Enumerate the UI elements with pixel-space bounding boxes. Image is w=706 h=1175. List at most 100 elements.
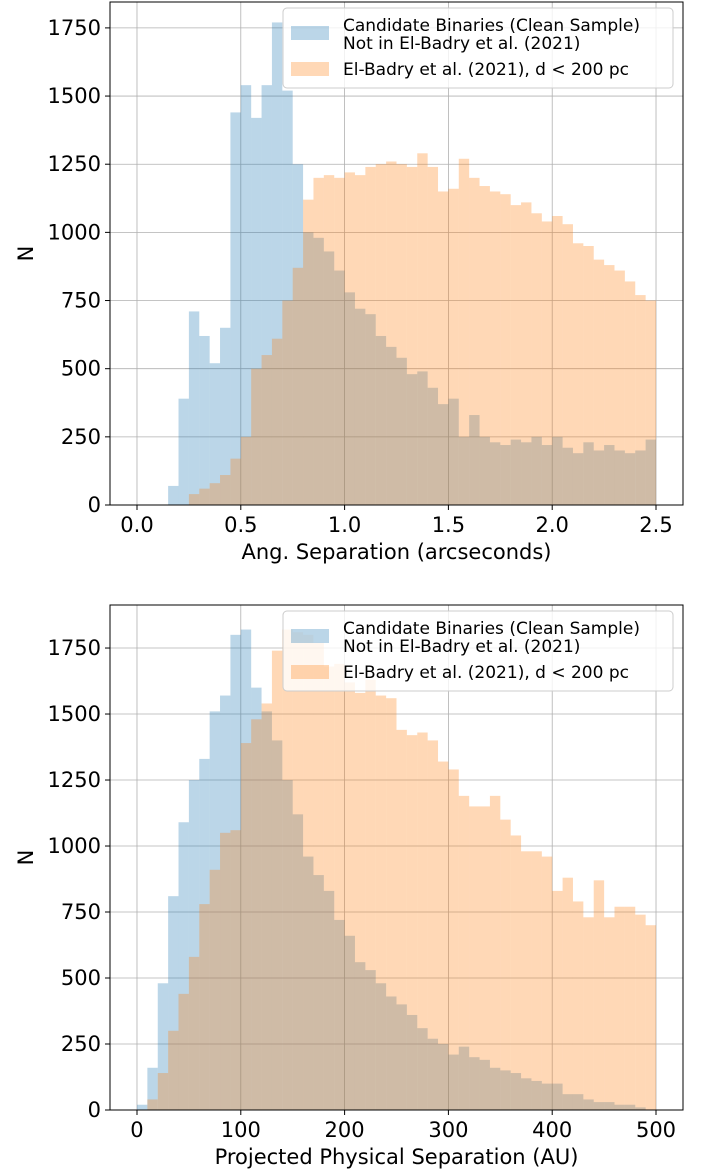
- histogram-bar: [406, 374, 418, 505]
- histogram-bar: [261, 711, 272, 1110]
- histogram-bar: [614, 270, 625, 505]
- histogram-bar: [344, 935, 355, 1110]
- legend-label: Candidate Binaries (Clean Sample) Not in …: [343, 619, 640, 657]
- y-tick-label: 0: [88, 493, 101, 517]
- histogram-bar: [375, 983, 387, 1110]
- histogram-bar: [635, 450, 646, 505]
- histogram-bar: [479, 436, 490, 505]
- y-axis-label: N: [14, 850, 38, 866]
- histogram-bar: [271, 22, 283, 506]
- y-tick-label: 500: [61, 357, 101, 381]
- histogram-bar: [583, 246, 594, 505]
- histogram-bar: [624, 906, 636, 1110]
- histogram-bar: [500, 1070, 511, 1110]
- histogram-bar: [220, 475, 231, 505]
- histogram-bar: [240, 436, 252, 505]
- x-tick-label: 100: [221, 1118, 261, 1142]
- histogram-bar: [572, 901, 584, 1110]
- histogram-bar: [199, 335, 210, 505]
- histogram-bar: [303, 199, 314, 505]
- histogram-bar: [541, 1083, 553, 1110]
- histogram-bar: [230, 634, 241, 1110]
- histogram-bar: [354, 308, 366, 505]
- x-tick-label: 300: [428, 1118, 468, 1142]
- histogram-bar: [604, 917, 615, 1110]
- histogram-bar: [645, 925, 657, 1110]
- histogram-bar: [417, 153, 428, 505]
- histogram-bar: [365, 679, 376, 1110]
- histogram-bar: [303, 232, 314, 505]
- histogram-bar: [458, 158, 470, 505]
- histogram-bar: [489, 442, 501, 505]
- histogram-bar: [510, 1073, 522, 1110]
- histogram-bar: [427, 1038, 439, 1110]
- histogram-bar: [427, 387, 439, 505]
- histogram-bar: [188, 311, 200, 505]
- histogram-bar: [438, 191, 449, 505]
- histogram-bar: [417, 1028, 428, 1110]
- x-tick-label: 2.0: [536, 513, 569, 537]
- legend-label: El-Badry et al. (2021), d < 200 pc: [343, 60, 629, 80]
- histogram-bar: [541, 856, 553, 1110]
- histogram-bar: [635, 295, 646, 505]
- histogram-bar: [583, 442, 594, 505]
- histogram-bar: [438, 404, 449, 505]
- histogram-bar: [406, 1014, 418, 1110]
- histogram-bar: [396, 1004, 407, 1110]
- histogram-bar: [334, 177, 345, 506]
- histogram-bar: [593, 259, 605, 505]
- histogram-bar: [344, 682, 355, 1110]
- x-tick-label: 0: [130, 1118, 143, 1142]
- x-tick-label: 1.0: [328, 513, 361, 537]
- histogram-bar: [282, 300, 293, 505]
- histogram-bar: [271, 338, 283, 505]
- histogram-bar: [136, 1104, 148, 1110]
- y-tick-label: 1000: [48, 220, 101, 244]
- legend-swatch: [291, 62, 329, 76]
- histogram-bar: [562, 447, 573, 505]
- histogram-bar: [323, 251, 335, 505]
- histogram-bar: [396, 164, 407, 505]
- histogram-bar: [552, 890, 563, 1110]
- histogram-bar: [531, 851, 542, 1110]
- legend-box: [282, 7, 674, 89]
- histogram-bar: [614, 906, 625, 1110]
- panel: 0.0 0.5 1.0 1.5 2.0 2.5 0 250 500 750 1000 1250 1500…: [14, 1, 684, 564]
- histogram-bar: [209, 869, 221, 1110]
- histogram-bar: [521, 851, 532, 1110]
- histogram-bar: [251, 719, 262, 1110]
- legend-label: Candidate Binaries (Clean Sample) Not in …: [343, 16, 640, 54]
- histogram-bar: [417, 371, 428, 505]
- histogram-bar: [313, 642, 324, 1110]
- histogram-bar: [562, 224, 573, 505]
- histogram-bar: [251, 117, 262, 505]
- histogram-bar: [500, 194, 511, 505]
- x-tick-label: 0.5: [224, 513, 257, 537]
- histogram-bar: [645, 300, 657, 505]
- histogram-bar: [365, 314, 376, 505]
- histogram-bar: [438, 761, 449, 1110]
- histogram-bar: [354, 962, 366, 1110]
- histogram-bar: [178, 398, 189, 505]
- histogram-bar: [479, 1059, 490, 1110]
- histogram-bar: [510, 439, 522, 505]
- axes-frame: [109, 604, 684, 1111]
- axes-frame: [109, 1, 684, 506]
- legend-box: [282, 610, 674, 692]
- histogram-bar: [406, 735, 418, 1110]
- histogram-bar: [635, 1107, 646, 1110]
- histogram-bar: [303, 634, 314, 1110]
- x-axis-label: Ang. Separation (arcseconds): [241, 540, 551, 564]
- histogram-bar: [199, 758, 210, 1110]
- histogram-bar: [168, 896, 179, 1110]
- histogram-bar: [220, 832, 231, 1110]
- histogram-bar: [396, 729, 407, 1110]
- histogram-bar: [251, 368, 262, 505]
- histogram-bar: [365, 166, 376, 506]
- histogram-bar: [624, 1104, 636, 1110]
- histogram-bar: [541, 221, 553, 505]
- histogram-bar: [386, 996, 397, 1110]
- histogram-bar: [635, 914, 646, 1110]
- histogram-bar: [313, 237, 324, 505]
- histogram-bar: [604, 1102, 615, 1110]
